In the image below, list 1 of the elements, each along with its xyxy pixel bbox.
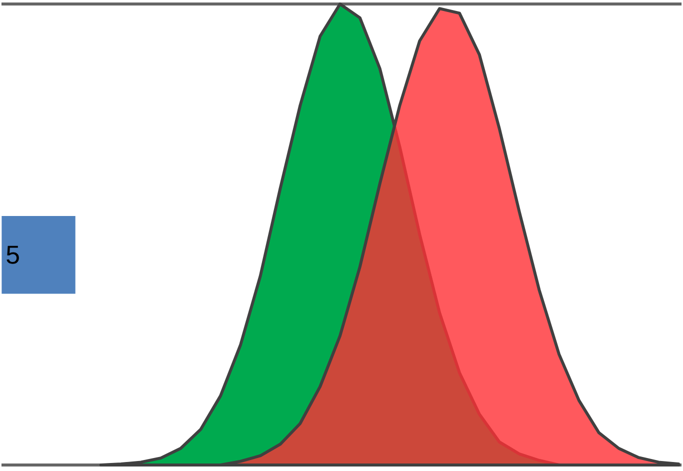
text: 5 [6, 246, 19, 264]
